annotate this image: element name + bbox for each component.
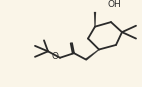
Text: O: O [52,52,59,61]
Text: OH: OH [107,0,121,9]
Polygon shape [85,49,99,60]
Polygon shape [94,12,96,27]
